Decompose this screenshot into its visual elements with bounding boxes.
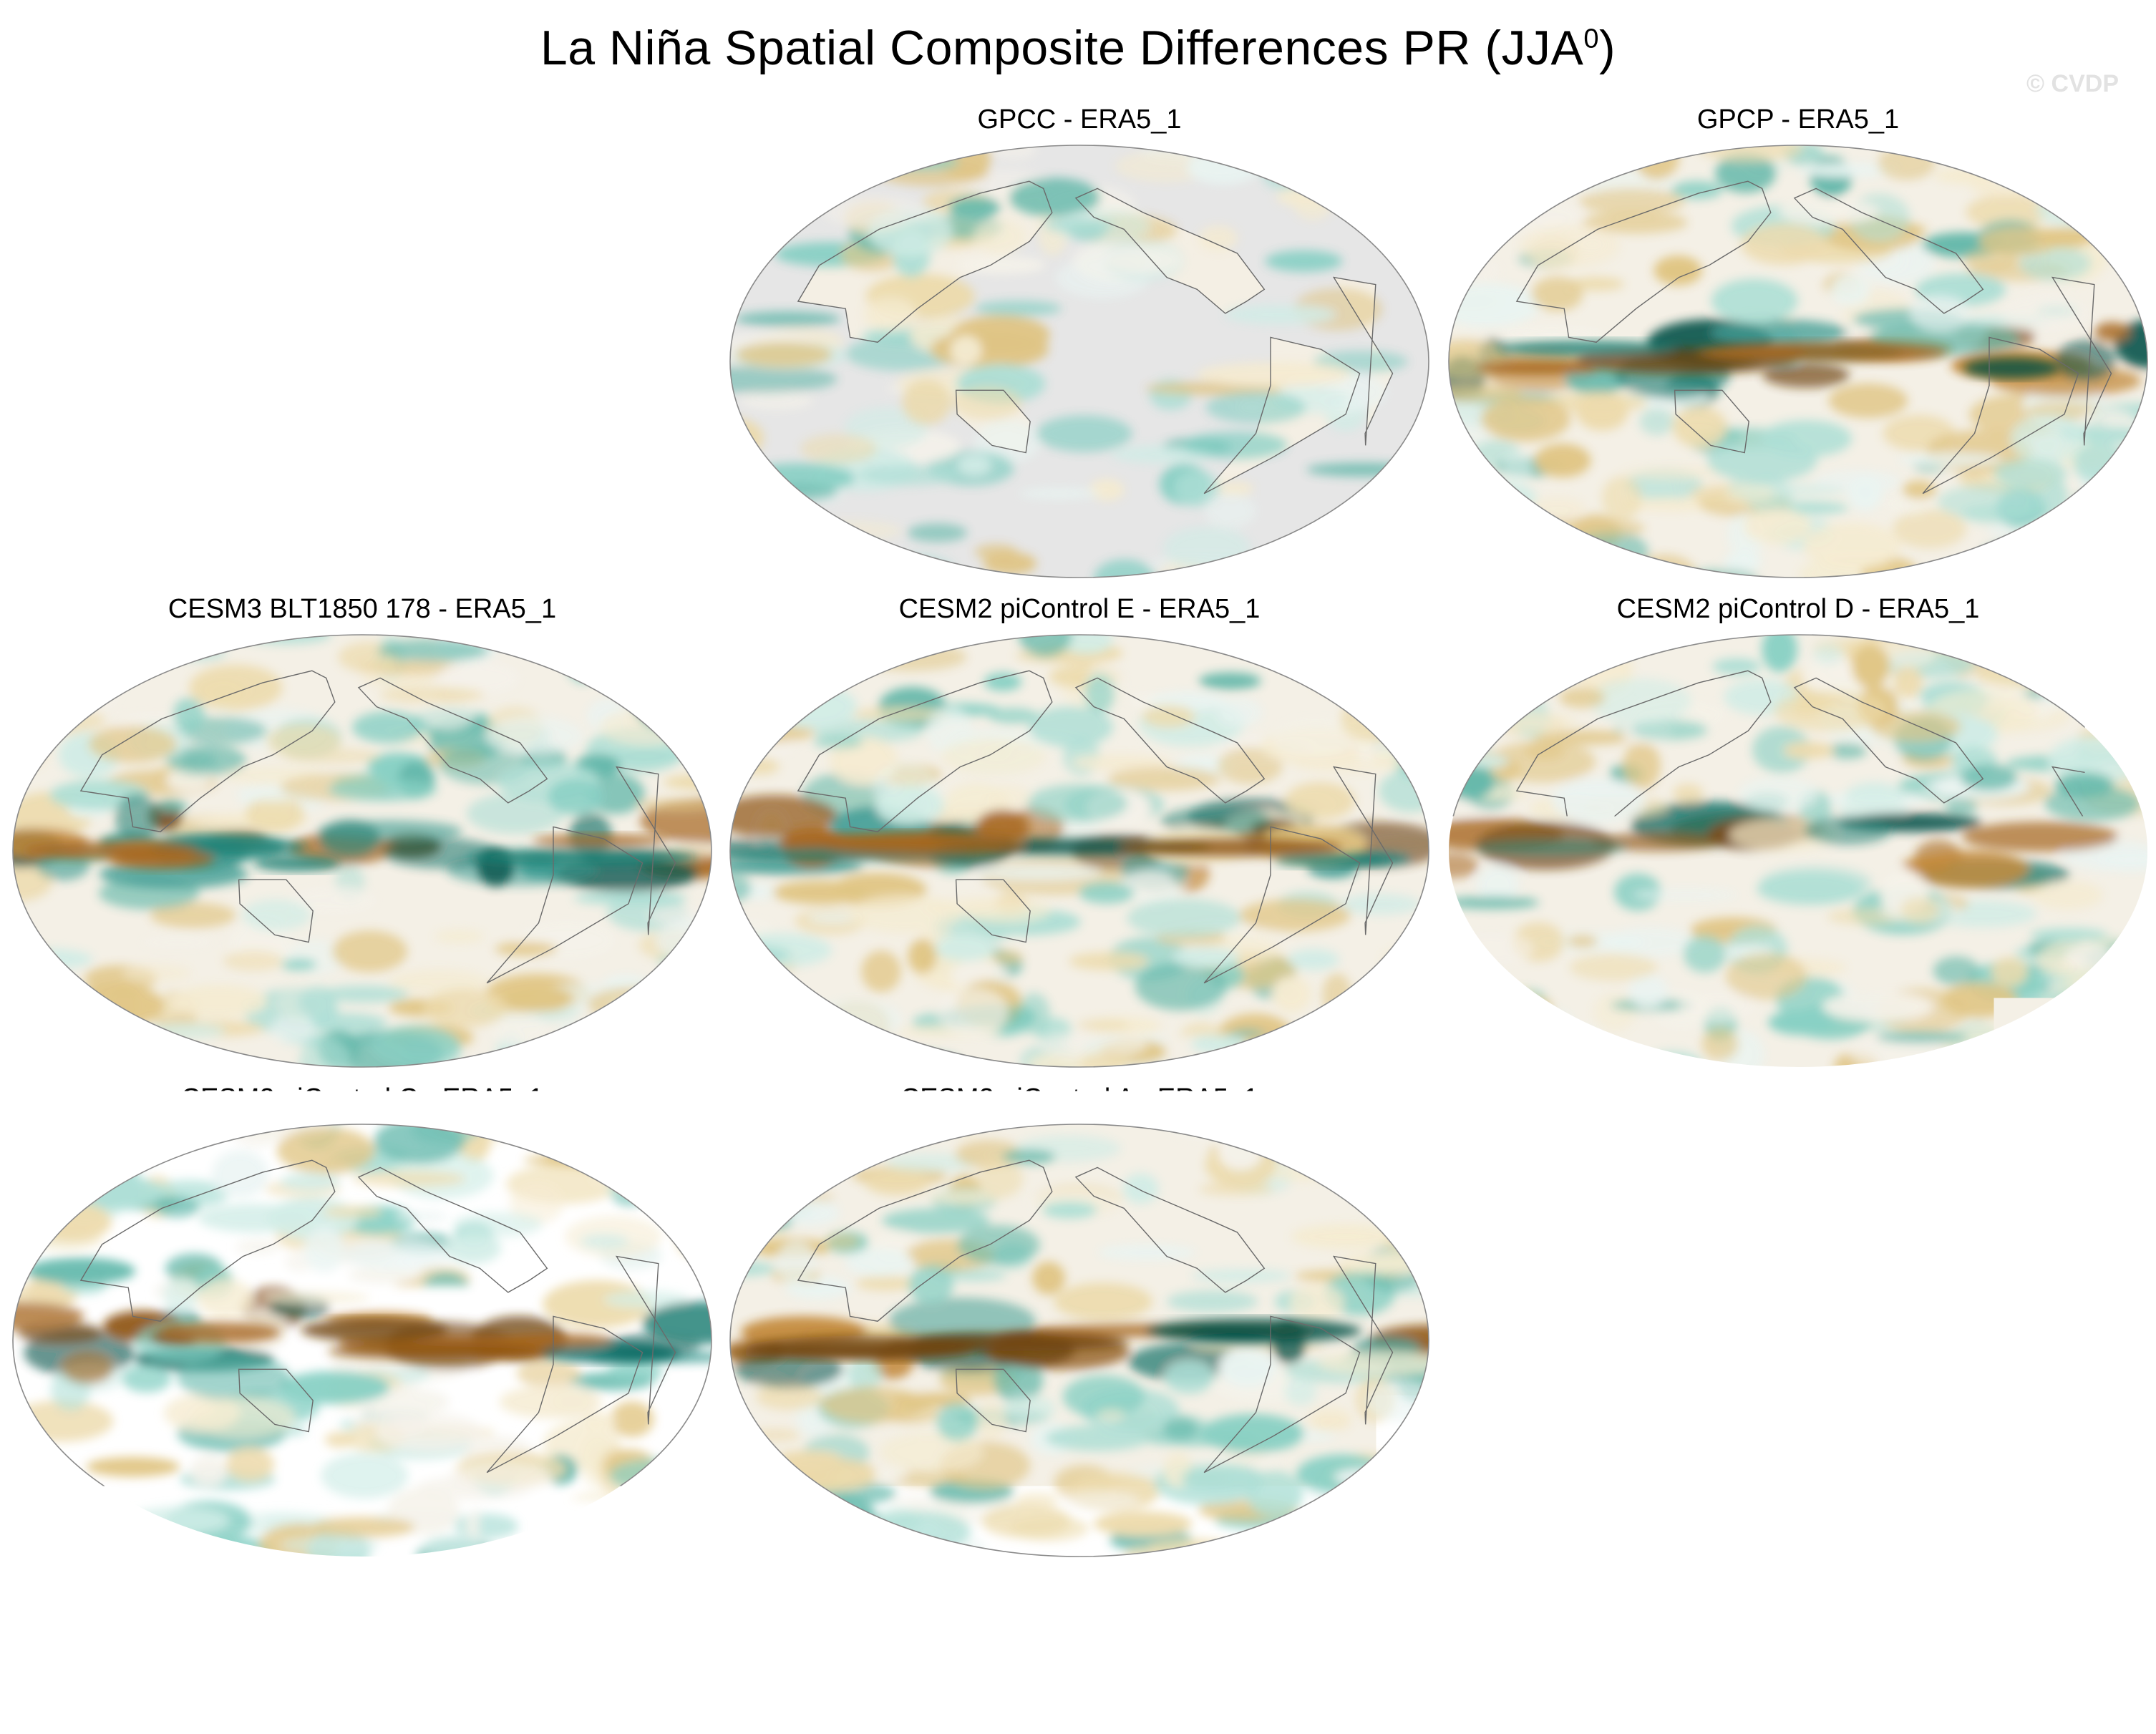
colorbar-tick-label: -.1 xyxy=(989,1636,1028,1675)
panel-title: CESM2 piControl A - ERA5_1 xyxy=(722,1083,1437,1114)
figure-title-suffix: ) xyxy=(1599,21,1616,75)
colorbar-swatch xyxy=(732,1596,801,1629)
colorbar-swatch xyxy=(1701,1596,1771,1629)
colorbar-swatch xyxy=(939,1596,1009,1629)
panel-title: CESM2 piControl C - ERA5_1 xyxy=(4,1083,720,1114)
colorbar-tick-label: -.75 xyxy=(772,1636,829,1675)
map-panel-gpcc: GPCC - ERA5_1 xyxy=(722,104,1437,591)
colorbar-swatch xyxy=(662,1596,732,1629)
panel-title: CESM3 BLT1850 178 - ERA5_1 xyxy=(4,594,720,625)
colorbar-tick-label: 0 xyxy=(1069,1636,1087,1675)
colorbar-tick-label: 4 xyxy=(1623,1636,1642,1675)
colorbar-swatch xyxy=(1009,1596,1078,1629)
colorbar-swatch xyxy=(593,1596,662,1629)
map-panel-gpcp: GPCP - ERA5_1 xyxy=(1440,104,2156,591)
panel-title: GPCC - ERA5_1 xyxy=(722,104,1437,135)
colorbar-tick-label: -3 xyxy=(578,1636,608,1675)
colorbar-swatch xyxy=(1147,1596,1217,1629)
panel-title: CESM2 piControl D - ERA5_1 xyxy=(1440,594,2156,625)
colorbar-tick-label: .1 xyxy=(1134,1636,1161,1675)
colorbar-swatch xyxy=(1078,1596,1147,1629)
colorbar-tick-label: 2 xyxy=(1485,1636,1503,1675)
colorbar-swatch xyxy=(1563,1596,1633,1629)
colorbar-units: mm/day xyxy=(0,1670,2156,1710)
colorbar-tick-label: -.25 xyxy=(911,1636,968,1675)
colorbar-tick-label: -.5 xyxy=(851,1636,890,1675)
colorbar-swatch xyxy=(1286,1596,1355,1629)
map-cesm2-picontrol-c xyxy=(11,1122,713,1559)
colorbar-tick-label: 5 xyxy=(1692,1636,1711,1675)
colorbar-swatch xyxy=(1632,1596,1701,1629)
colorbar-swatch xyxy=(455,1596,524,1629)
map-panel-cesm2-picontrol-c: CESM2 piControl C - ERA5_1 xyxy=(4,1083,720,1570)
colorbar-swatch xyxy=(524,1596,593,1629)
colorbar-tick-label: 1 xyxy=(1415,1636,1434,1675)
colorbar-swatch xyxy=(385,1596,455,1629)
map-panel-cesm3-blt1850: CESM3 BLT1850 178 - ERA5_1 xyxy=(4,594,720,1081)
colorbar-tick-label: -5 xyxy=(440,1636,469,1675)
colorbar-swatch xyxy=(1355,1596,1424,1629)
map-panel-cesm2-picontrol-d: CESM2 piControl D - ERA5_1 xyxy=(1440,594,2156,1081)
figure-title-superscript: 0 xyxy=(1583,24,1599,54)
panel-title: CESM2 piControl E - ERA5_1 xyxy=(722,594,1437,625)
colorbar-tick-label: -4 xyxy=(509,1636,538,1675)
colorbar-swatch xyxy=(1424,1596,1494,1629)
map-cesm3-blt1850 xyxy=(11,633,713,1069)
map-cesm2-picontrol-e xyxy=(729,633,1430,1069)
figure-title-text: La Niña Spatial Composite Differences PR… xyxy=(540,21,1583,75)
map-gpcc xyxy=(729,143,1430,580)
cvdp-watermark: © CVDP xyxy=(2026,70,2119,98)
colorbar-tick-label: .75 xyxy=(1332,1636,1378,1675)
colorbar-swatch xyxy=(801,1596,870,1629)
colorbar-swatch xyxy=(1217,1596,1286,1629)
map-cesm2-picontrol-d xyxy=(1447,633,2149,1069)
map-panel-cesm2-picontrol-e: CESM2 piControl E - ERA5_1 xyxy=(722,594,1437,1081)
panel-title: GPCP - ERA5_1 xyxy=(1440,104,2156,135)
colorbar-swatch xyxy=(1494,1596,1563,1629)
colorbar-tick-label: .25 xyxy=(1194,1636,1240,1675)
map-panel-cesm2-picontrol-a: CESM2 piControl A - ERA5_1 xyxy=(722,1083,1437,1570)
colorbar-tick-label: 3 xyxy=(1554,1636,1573,1675)
colorbar-tick-label: .5 xyxy=(1272,1636,1299,1675)
colorbar-swatch xyxy=(870,1596,940,1629)
colorbar-tick-label: -2 xyxy=(648,1636,677,1675)
map-cesm2-picontrol-a xyxy=(729,1122,1430,1559)
colorbar-tick-label: -1 xyxy=(717,1636,747,1675)
map-gpcp xyxy=(1447,143,2149,580)
figure-title: La Niña Spatial Composite Differences PR… xyxy=(0,20,2156,76)
colorbar xyxy=(385,1596,1771,1629)
